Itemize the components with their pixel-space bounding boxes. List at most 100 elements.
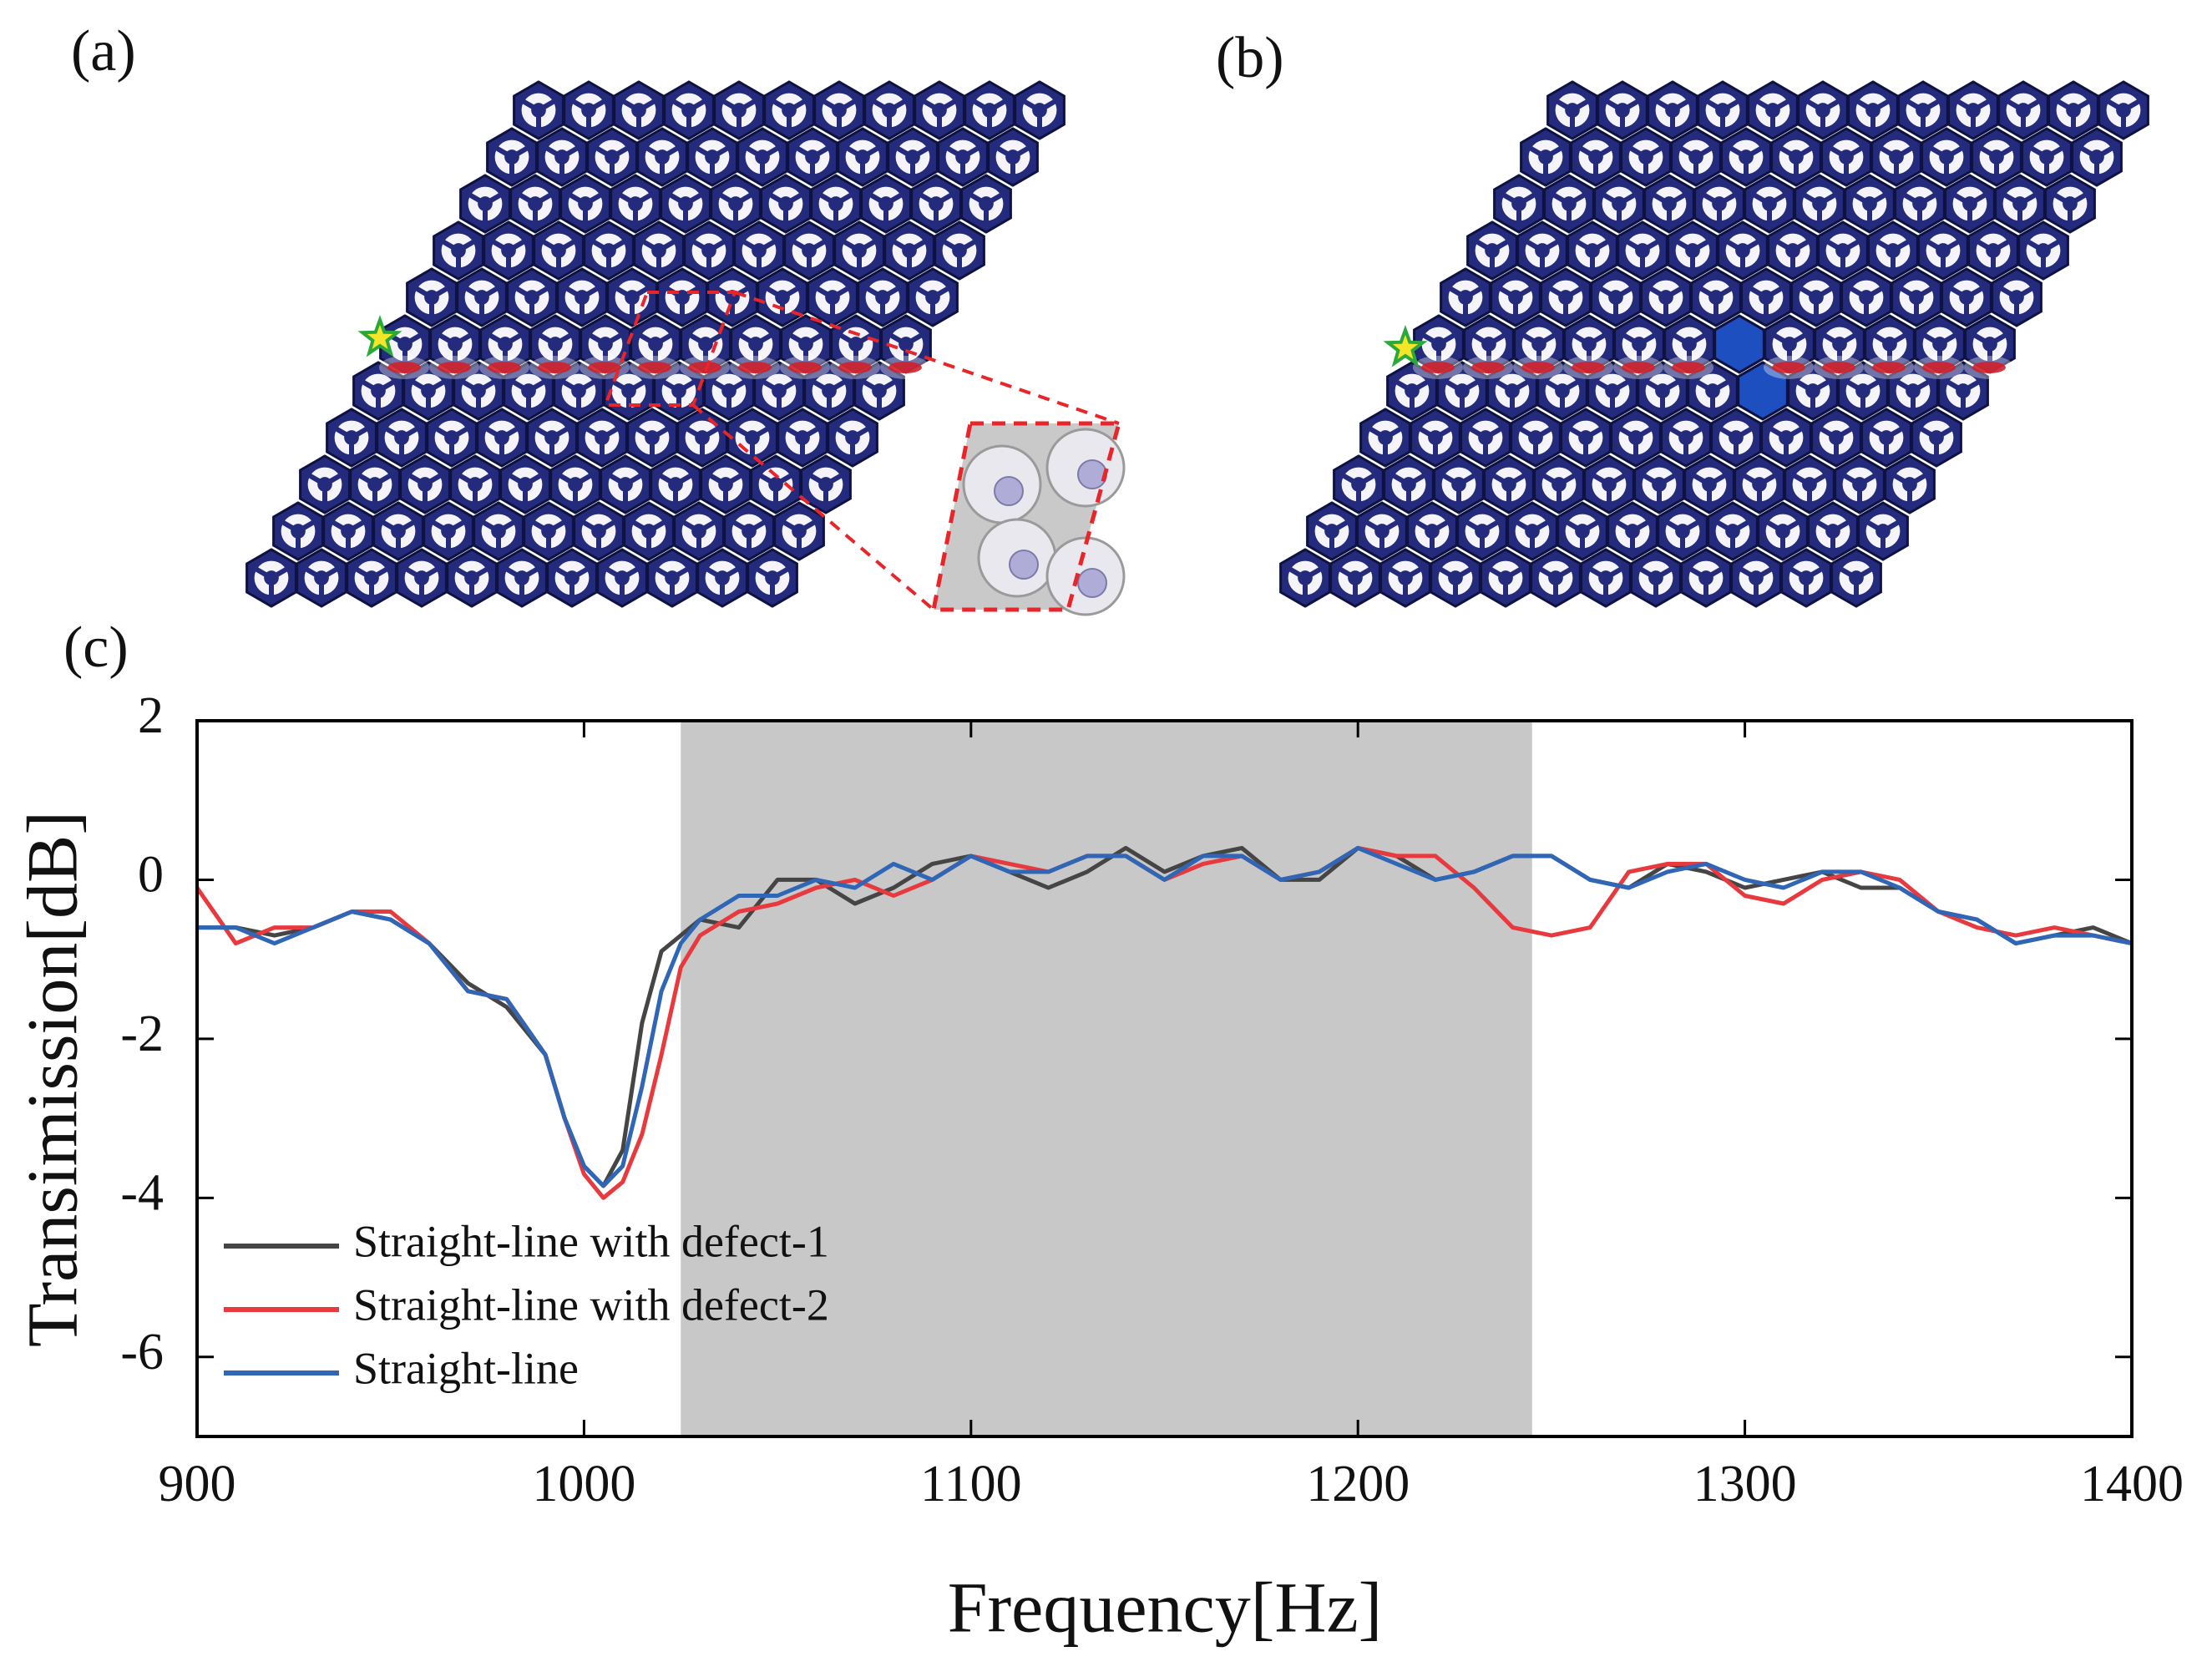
cell-spoke [1384,426,1402,440]
cell-spoke [642,239,661,253]
cell-spoke [1354,566,1372,580]
inset-frame [930,421,1122,612]
cell-spoke [1522,332,1541,347]
cell-spoke [1764,286,1783,300]
zoom-link [734,291,1120,425]
legend-label: Straight-line with defect-1 [353,1216,829,1266]
cell-spoke [497,519,515,534]
field-hotspot [638,362,671,373]
cell-spoke [1330,519,1349,534]
cell-spoke [707,239,726,253]
cell-spoke [2053,192,2072,206]
cell-spoke [662,379,681,393]
cell-spoke [1988,332,2007,347]
cell-spoke [462,379,480,393]
field-hotspot [788,362,822,373]
cell-spoke [1658,473,1676,487]
x-tick-label: 1300 [1693,1456,1797,1512]
cell-spoke [1841,239,1860,253]
cell-spoke [1673,332,1691,347]
cell-spoke [1856,99,1875,113]
cell-spoke [777,379,796,393]
cell-spoke [468,192,487,206]
cell-spoke [1594,145,1612,160]
cell-spoke [884,192,903,206]
cell-spoke [1676,239,1694,253]
cell-spoke [458,473,477,487]
cell-spoke [1561,379,1579,393]
field-hotspot [1972,362,2006,373]
cell-spoke [737,99,756,113]
cell-spoke [530,286,549,300]
cell-spoke [1516,519,1534,534]
cell-spoke [1766,519,1784,534]
panel-label: (b) [1216,26,1284,90]
cell-spoke [1484,426,1502,440]
cell-spoke [934,192,953,206]
cell-spoke [1507,473,1526,487]
cell-spoke [1303,566,1322,580]
cell-spoke [1876,239,1895,253]
cell-spoke [858,239,876,253]
cell-spoke [1791,239,1810,253]
cell-spoke [931,286,949,300]
cell-spoke [515,286,534,300]
cell-spoke [1489,566,1507,580]
cell-spoke [607,239,625,253]
cell-spoke [863,379,881,393]
cell-spoke [535,426,554,440]
cell-spoke [916,286,934,300]
cell-spoke [1649,286,1668,300]
cell-spoke [1592,473,1611,487]
x-axis-title: Frequency[Hz] [948,1568,1383,1648]
cell-spoke [585,426,604,440]
cell-spoke [645,145,664,160]
cell-spoke [786,426,804,440]
cell-spoke [1481,519,1499,534]
cell-spoke [557,239,575,253]
cell-spoke [1531,519,1549,534]
cell-spoke [789,332,807,347]
cell-spoke [542,239,560,253]
cell-spoke [1571,99,1589,113]
cell-spoke [539,332,557,347]
cell-spoke [1861,379,1880,393]
cell-spoke [1526,239,1544,253]
cell-spoke [985,192,1003,206]
cell-spoke [470,566,488,580]
cell-spoke [889,332,908,347]
cell-spoke [400,426,418,440]
cell-spoke [1566,519,1584,534]
source-star [1383,325,1428,367]
cell-spoke [839,332,858,347]
cell-spoke [595,145,614,160]
zoom-link [691,403,935,611]
cell-spoke [747,519,766,534]
x-tick-label: 1400 [2080,1456,2184,1512]
field-hotspot [488,362,521,373]
cell-spoke [1771,99,1789,113]
cell-spoke [1935,426,1953,440]
cell-spoke [570,566,589,580]
field-hotspot [588,362,621,373]
cell-spoke [1718,192,1736,206]
cell-spoke [1873,332,1891,347]
cell-spoke [405,566,423,580]
cell-spoke [1845,145,1863,160]
cell-spoke [1693,473,1711,487]
inset-core [1077,568,1107,598]
cell-spoke [787,99,806,113]
cell-spoke [1850,286,1868,300]
cell-spoke [1460,379,1479,393]
cell-spoke [843,239,861,253]
cell-spoke [671,566,689,580]
cell-spoke [1656,99,1674,113]
cell-spoke [1422,332,1440,347]
cell-spoke [727,379,746,393]
cell-spoke [1731,519,1749,534]
cell-spoke [782,519,801,534]
cell-spoke [816,286,834,300]
cell-spoke [1830,145,1848,160]
cell-spoke [509,473,527,487]
